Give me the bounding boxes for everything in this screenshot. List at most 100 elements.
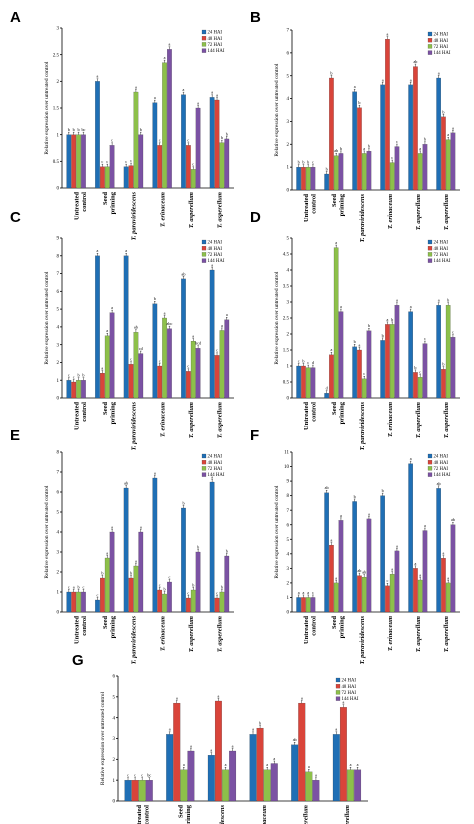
panel-d: D 0 0.5 1 1.5 2 2.5 3 3.5 4 4.5 5 Relative expressio… xyxy=(250,209,460,451)
legend-swatch xyxy=(201,472,207,477)
bar-72-hai xyxy=(361,576,367,613)
y-tick-label: 7 xyxy=(287,29,290,34)
bar-72-hai xyxy=(104,557,110,613)
bar-24-hai xyxy=(152,303,158,399)
legend-swatch xyxy=(201,42,207,47)
legend-swatch xyxy=(201,252,207,257)
bar-48-hai xyxy=(256,727,264,802)
significance-label: b xyxy=(226,131,228,136)
bar-144-hai xyxy=(195,107,201,189)
significance-label: b xyxy=(354,339,356,344)
y-tick-label: 5 xyxy=(287,237,290,242)
x-category-label-line: Untreated xyxy=(136,805,143,824)
significance-label: a xyxy=(183,87,185,92)
y-tick-label: 3.5 xyxy=(283,285,290,290)
y-tick-label: 1 xyxy=(287,365,290,370)
significance-label: c xyxy=(169,574,171,579)
significance-label: b xyxy=(424,137,426,142)
y-tick-label: 2 xyxy=(57,80,60,85)
legend-swatch xyxy=(427,258,433,263)
legend-swatch xyxy=(335,677,341,683)
significance-label: a xyxy=(315,773,317,778)
legend-entry: 48 HAI xyxy=(434,39,449,44)
legend-entry: 24 HAI xyxy=(342,679,357,684)
legend-swatch xyxy=(427,460,433,465)
bar-48-hai xyxy=(173,702,181,802)
significance-label: b xyxy=(192,582,194,587)
x-category-label: T. paraviridescens xyxy=(359,194,366,243)
bar-72-hai xyxy=(263,769,271,802)
y-tick-label: 3 xyxy=(57,551,60,556)
x-category-label: T. erinaceum xyxy=(387,402,394,437)
bar-144-hai xyxy=(229,750,237,802)
bar-144-hai xyxy=(167,328,172,399)
x-category-label: T. paraviridescens xyxy=(131,192,138,241)
significance-label: ab xyxy=(362,569,366,574)
bar-144-hai xyxy=(81,134,86,189)
y-tick-label: 10 xyxy=(284,465,290,470)
legend-entry: 48 HAI xyxy=(342,685,357,690)
y-tick-label: 6 xyxy=(287,51,290,56)
significance-label: a xyxy=(308,764,310,769)
bar-144-hai xyxy=(81,380,86,399)
bar-48-hai xyxy=(413,372,418,399)
y-axis-label: Relative expression over untreated contr… xyxy=(44,485,50,579)
bar-144-hai xyxy=(138,134,144,189)
significance-label: b xyxy=(326,166,328,171)
significance-label: a xyxy=(226,312,228,317)
x-category-label-line: Seed xyxy=(331,194,338,207)
bar-72-hai xyxy=(417,579,423,613)
x-category-label: T. paraviridescens xyxy=(359,616,366,665)
significance-label: d xyxy=(326,386,329,391)
bar-72-hai xyxy=(222,769,229,802)
significance-label: a xyxy=(164,310,166,315)
bar-24-hai xyxy=(123,487,129,613)
significance-label: a xyxy=(447,575,449,580)
significance-label: a xyxy=(140,524,142,529)
bar-72-hai xyxy=(445,139,451,191)
significance-label: ab xyxy=(325,485,329,490)
x-category-label: Seedpriming xyxy=(178,804,193,824)
bar-24-hai xyxy=(352,346,357,399)
bar-72-hai xyxy=(76,134,81,189)
bar-24-hai xyxy=(324,393,329,399)
y-tick-label: 2 xyxy=(287,333,290,338)
bar-48-hai xyxy=(441,558,446,613)
significance-label: c xyxy=(419,370,421,375)
bar-72-hai xyxy=(104,335,110,399)
bar-48-hai xyxy=(385,39,390,191)
legend-swatch xyxy=(427,246,433,251)
bar-24-hai xyxy=(66,591,72,613)
y-tick-label: 1 xyxy=(57,379,60,384)
significance-label: a xyxy=(135,84,137,89)
significance-label: a xyxy=(232,743,234,748)
significance-label: b xyxy=(382,488,384,493)
legend-swatch xyxy=(427,31,433,37)
x-category-label: T. asperellum xyxy=(217,402,224,438)
y-tick-label: 7 xyxy=(287,509,290,514)
legend-swatch xyxy=(201,239,207,245)
significance-label: a xyxy=(358,342,360,347)
x-category-label: Untreatedcontrol xyxy=(303,616,318,644)
significance-label: b xyxy=(259,720,261,725)
bar-24-hai xyxy=(291,744,299,802)
significance-label: a xyxy=(183,762,185,767)
legend-swatch xyxy=(335,684,341,689)
x-category-label: T. asperellum xyxy=(217,616,224,652)
y-tick-label: 1 xyxy=(57,591,60,596)
bar-72-hai xyxy=(389,162,395,191)
bar-48-hai xyxy=(385,585,390,613)
bar-48-hai xyxy=(157,365,163,399)
bar-24-hai xyxy=(408,311,413,399)
significance-label: b xyxy=(391,317,393,322)
bar-144-hai xyxy=(450,132,456,191)
bar-24-hai xyxy=(181,94,186,189)
significance-label: c xyxy=(192,162,194,167)
legend-swatch xyxy=(201,466,207,471)
bar-72-hai xyxy=(104,166,110,189)
bar-144-hai xyxy=(224,138,230,189)
significance-label: b xyxy=(368,323,370,328)
significance-label: c xyxy=(159,582,161,587)
significance-label: b xyxy=(302,358,304,363)
bar-144-hai xyxy=(338,311,344,399)
